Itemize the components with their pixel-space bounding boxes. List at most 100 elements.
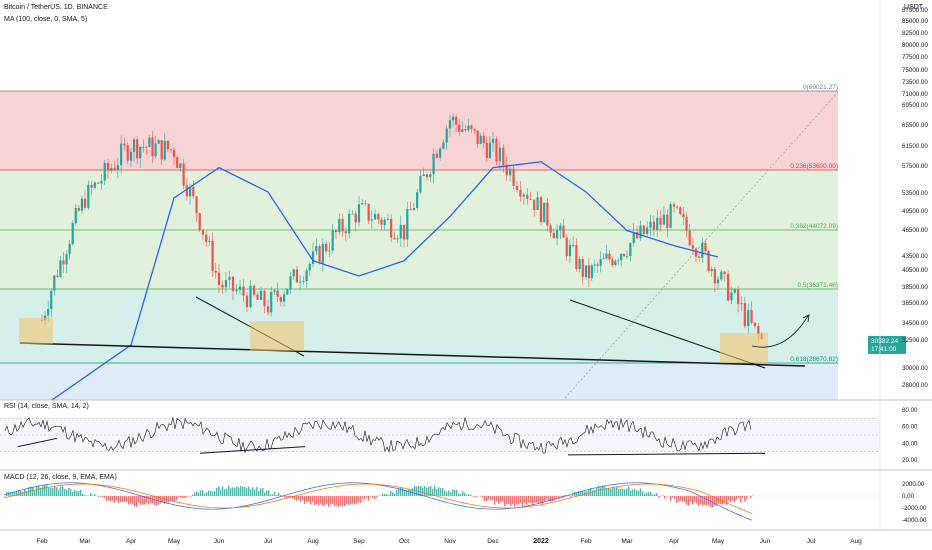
- macd-bar: [132, 496, 134, 505]
- candle-body: [139, 146, 142, 159]
- macd-bar: [208, 490, 210, 496]
- macd-bar: [578, 490, 580, 496]
- price-axis-label: 38500.00: [902, 284, 928, 291]
- macd-bar: [180, 496, 182, 498]
- macd-bar: [324, 496, 326, 506]
- projection-arrow: [751, 315, 809, 348]
- candle-body: [602, 258, 605, 260]
- macd-bar: [722, 496, 724, 505]
- candle-body: [299, 281, 302, 283]
- macd-bar: [714, 496, 716, 506]
- candle-body: [704, 242, 707, 252]
- candle-body: [308, 263, 311, 271]
- candle-body: [526, 194, 529, 200]
- candle-body: [473, 129, 476, 131]
- macd-bar: [308, 496, 310, 502]
- ma-legend[interactable]: MA (100, close, 0, SMA, 5): [4, 16, 88, 23]
- candle-body: [688, 230, 691, 246]
- candle-body: [83, 198, 87, 208]
- macd-bar: [270, 494, 272, 496]
- macd-bar: [462, 491, 464, 496]
- macd-bar: [656, 493, 658, 496]
- time-axis-label: Feb: [580, 538, 592, 545]
- rsi-legend[interactable]: RSI (14, close, SMA, 14, 2): [4, 403, 89, 410]
- candle-body: [467, 125, 470, 131]
- candle-body: [416, 192, 419, 208]
- macd-bar: [258, 491, 260, 496]
- time-axis-label: Nov: [444, 538, 456, 545]
- macd-bar: [14, 491, 16, 496]
- price-axis-label: 75000.00: [902, 67, 928, 74]
- macd-bar: [142, 496, 144, 505]
- candle-body: [622, 253, 626, 256]
- candle-body: [390, 218, 393, 238]
- signal-line: [3, 483, 753, 514]
- macd-bar: [354, 496, 356, 505]
- macd-bar: [446, 491, 448, 496]
- candle-body: [743, 303, 746, 327]
- candle-body: [470, 125, 473, 130]
- macd-bar: [90, 492, 92, 496]
- macd-bar: [202, 490, 204, 496]
- macd-legend[interactable]: MACD (12, 26, close, 9, EMA, EMA): [4, 474, 117, 481]
- macd-bar: [458, 493, 460, 496]
- macd-bar: [210, 490, 212, 496]
- macd-bar: [694, 496, 696, 503]
- macd-bar: [128, 496, 130, 505]
- macd-bar: [616, 487, 618, 496]
- macd-bar: [118, 496, 120, 504]
- macd-bar: [424, 485, 426, 496]
- candle-body: [97, 182, 100, 184]
- macd-bar: [262, 488, 264, 496]
- macd-bar: [504, 496, 506, 507]
- candle-body: [231, 276, 235, 292]
- symbol-title[interactable]: Bitcoin / TetherUS, 1D, BINANCE: [4, 4, 108, 11]
- macd-bar: [724, 496, 726, 503]
- trendline-drawings[interactable]: [19, 296, 810, 369]
- rsi-axis-label: 60.00: [902, 424, 918, 431]
- macd-bar: [66, 489, 68, 496]
- price-axis-label: 71000.00: [902, 91, 928, 98]
- macd-bar: [554, 496, 556, 501]
- candle-body: [221, 284, 224, 288]
- macd-bar: [488, 496, 490, 500]
- macd-bar: [444, 490, 446, 496]
- macd-bar: [590, 487, 592, 496]
- macd-bar: [434, 485, 436, 496]
- macd-bar: [498, 496, 500, 504]
- macd-bar: [332, 496, 334, 504]
- rsi-axis-label: 20.00: [902, 457, 918, 464]
- macd-bar: [330, 496, 332, 505]
- macd-bar: [358, 496, 360, 503]
- macd-bar: [104, 496, 106, 498]
- fib-label: 0.236(53600.00): [790, 163, 838, 170]
- candle-body: [435, 153, 438, 158]
- candle-body: [652, 221, 655, 231]
- macd-bar: [522, 496, 524, 506]
- macd-bar: [376, 496, 378, 497]
- macd-bar: [614, 487, 616, 496]
- macd-bar: [280, 494, 282, 496]
- macd-bar: [156, 496, 158, 506]
- macd-bar: [318, 496, 320, 506]
- candle-body: [587, 265, 591, 279]
- macd-bar: [306, 496, 308, 502]
- macd-bar: [600, 487, 602, 496]
- macd-bar: [686, 496, 688, 505]
- candle-body: [172, 149, 176, 158]
- candle-body: [302, 281, 305, 282]
- candle-body: [694, 248, 698, 257]
- candle-body: [479, 135, 482, 144]
- macd-bar: [80, 489, 82, 496]
- macd-bar: [468, 494, 470, 496]
- candle-body: [315, 246, 318, 252]
- macd-bar: [32, 487, 34, 496]
- macd-bar: [690, 496, 692, 502]
- macd-bar: [46, 484, 48, 496]
- candle-body: [116, 165, 119, 170]
- macd-bar: [574, 491, 576, 496]
- macd-bar: [418, 486, 420, 496]
- highlight-box-2: [250, 321, 304, 351]
- candle-body: [568, 245, 572, 257]
